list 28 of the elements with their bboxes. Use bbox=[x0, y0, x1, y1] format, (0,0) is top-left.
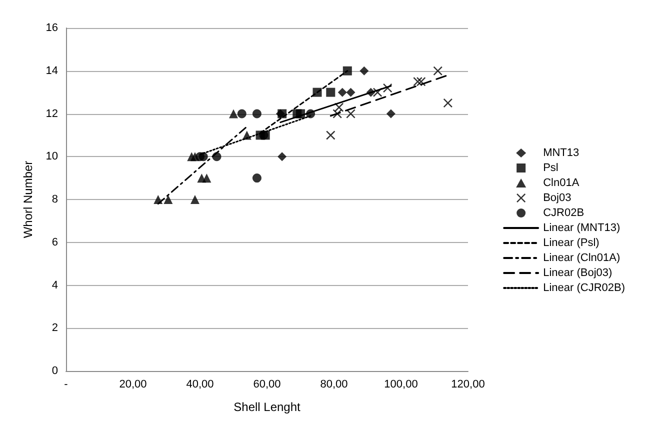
x-tick-label: 20,00 bbox=[119, 378, 147, 390]
y-tick-label: 10 bbox=[46, 150, 58, 163]
legend-label: Linear (Cln01A) bbox=[543, 252, 620, 264]
x-axis-title: Shell Lenght bbox=[234, 400, 302, 414]
legend-label: Linear (Psl) bbox=[543, 237, 600, 249]
x-tick-label: 120,00 bbox=[451, 378, 485, 390]
y-tick-label: 6 bbox=[52, 236, 58, 248]
legend-label: Psl bbox=[543, 162, 558, 174]
legend-label: Linear (CJR02B) bbox=[543, 282, 625, 294]
y-axis-title: Whorl Number bbox=[21, 160, 35, 238]
y-tick-label: 14 bbox=[46, 64, 58, 77]
y-tick-label: 0 bbox=[52, 365, 58, 377]
x-tick-label: 100,00 bbox=[384, 378, 418, 390]
legend-label: Linear (MNT13) bbox=[543, 222, 620, 234]
y-tick-label: 12 bbox=[46, 108, 58, 120]
x-tick-label: 60,00 bbox=[253, 378, 281, 390]
x-tick-label: 40,00 bbox=[186, 378, 214, 390]
y-tick-label: 8 bbox=[52, 194, 58, 206]
y-tick-label: 16 bbox=[46, 22, 58, 34]
y-tick-label: 4 bbox=[52, 279, 58, 292]
legend-label: Boj03 bbox=[543, 192, 572, 204]
legend-label: MNT13 bbox=[543, 147, 580, 159]
legend-label: CJR02B bbox=[543, 207, 584, 219]
y-tick-label: 2 bbox=[52, 322, 58, 334]
x-tick-label: - bbox=[64, 378, 68, 390]
legend-label: Linear (Boj03) bbox=[543, 267, 612, 279]
legend-label: Cln01A bbox=[543, 177, 580, 189]
x-tick-label: 80,00 bbox=[320, 378, 348, 390]
